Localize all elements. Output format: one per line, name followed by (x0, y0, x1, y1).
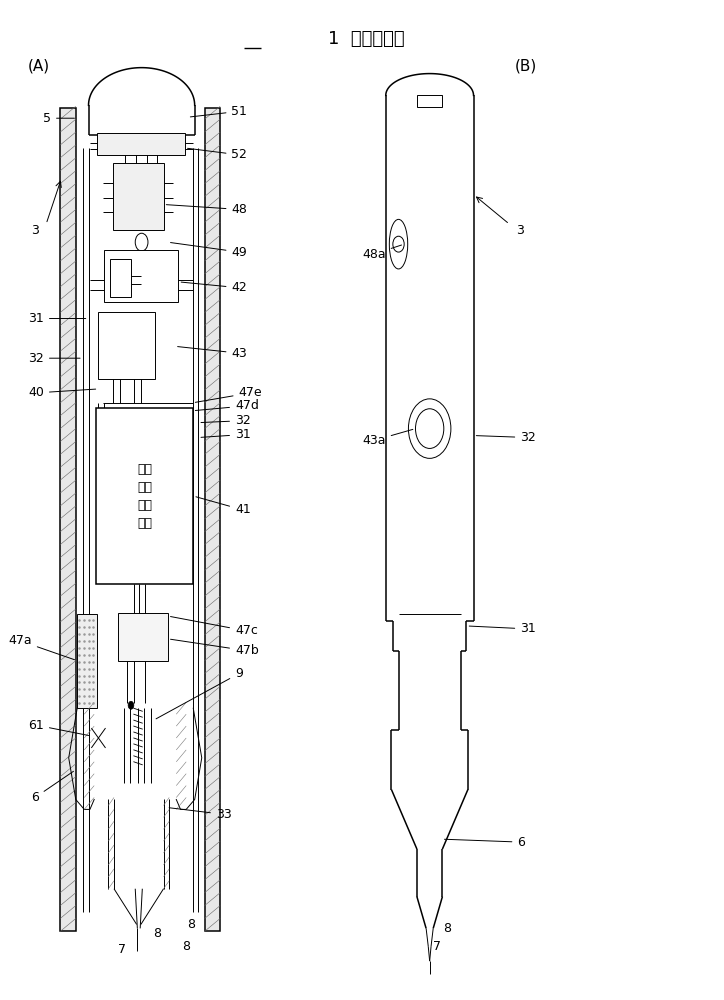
Text: 51: 51 (190, 105, 248, 118)
Bar (205, 108, 220, 931)
Text: (A): (A) (28, 58, 50, 73)
Text: 7: 7 (433, 940, 441, 953)
Text: 47e: 47e (195, 386, 262, 402)
Text: 47a: 47a (8, 634, 75, 660)
Text: 6: 6 (31, 771, 73, 804)
Text: 43: 43 (177, 347, 247, 360)
Text: 3: 3 (31, 224, 39, 237)
Bar (96, 408, 193, 584)
Bar (110, 259, 131, 297)
Text: 61: 61 (28, 719, 88, 735)
Text: 47b: 47b (171, 639, 258, 657)
Bar (98, 312, 155, 379)
Circle shape (128, 701, 134, 709)
Text: 32: 32 (201, 414, 251, 427)
Bar (60, 108, 76, 931)
Text: 52: 52 (188, 148, 248, 161)
Bar (112, 163, 164, 230)
Text: 9: 9 (156, 667, 243, 719)
Text: 5: 5 (43, 112, 75, 125)
Bar (97, 133, 185, 155)
Bar (77, 614, 97, 708)
Text: 41: 41 (196, 497, 251, 516)
Text: 31: 31 (201, 428, 251, 441)
Text: 40: 40 (28, 386, 96, 399)
Text: 43a: 43a (362, 429, 413, 447)
Text: 3: 3 (516, 224, 524, 237)
Bar (118, 613, 168, 661)
Text: 31: 31 (28, 312, 85, 325)
Ellipse shape (390, 219, 408, 269)
Bar (417, 95, 442, 107)
Text: 1  位置指示器: 1 位置指示器 (328, 30, 404, 48)
Text: 6: 6 (445, 836, 526, 849)
Text: 7: 7 (118, 943, 126, 956)
Text: 32: 32 (28, 352, 80, 365)
Text: 47d: 47d (195, 399, 259, 412)
Text: 8: 8 (153, 927, 161, 940)
Text: 33: 33 (169, 808, 232, 821)
Text: 48: 48 (167, 203, 248, 216)
Text: 47c: 47c (171, 617, 258, 637)
Text: 42: 42 (181, 281, 247, 294)
Text: (B): (B) (515, 58, 536, 73)
Text: 31: 31 (469, 622, 536, 635)
Text: 信号
发送
控制
电路: 信号 发送 控制 电路 (137, 463, 152, 530)
Bar (104, 250, 178, 302)
Text: 49: 49 (171, 243, 247, 259)
Text: 8: 8 (443, 922, 451, 935)
Text: 8: 8 (187, 918, 195, 931)
Text: 48a: 48a (362, 245, 402, 261)
Text: 8: 8 (182, 940, 190, 953)
Text: 32: 32 (476, 431, 536, 444)
